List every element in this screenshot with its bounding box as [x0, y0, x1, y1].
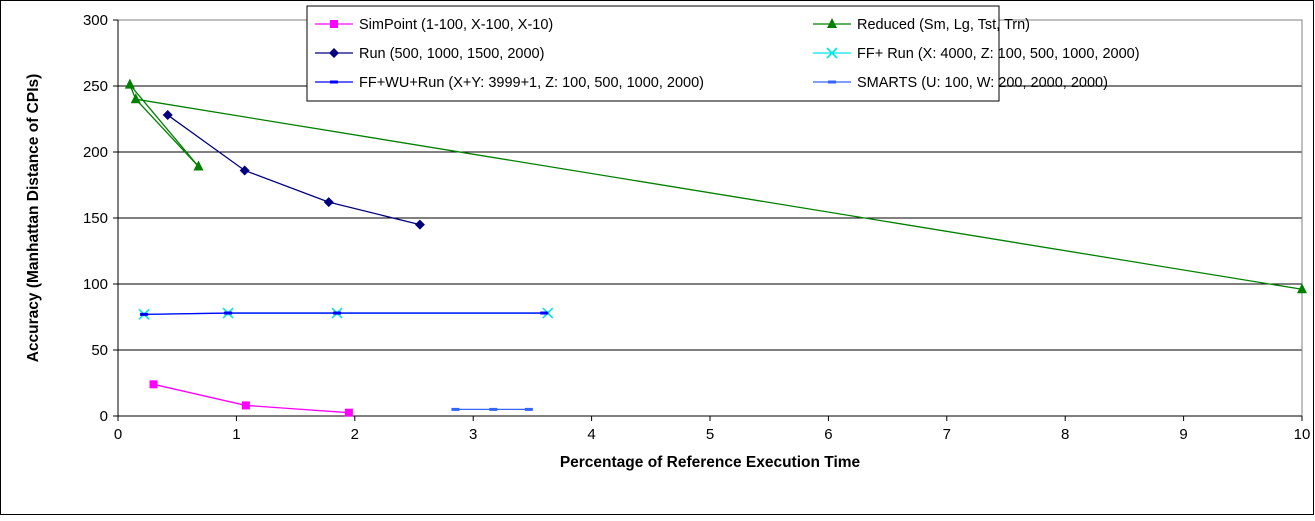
series-4	[140, 311, 549, 316]
x-tick-label-1: 1	[232, 426, 240, 443]
x-tick-label-0: 0	[114, 426, 122, 443]
series-5	[451, 407, 533, 411]
series-0-point-1	[241, 401, 250, 410]
legend-label-5: SMARTS (U: 100, W: 200, 2000, 2000)	[857, 75, 1108, 91]
series-1-segment-1	[135, 98, 199, 167]
y-tick-label-100: 100	[83, 276, 108, 293]
legend-label-2: Run (500, 1000, 1500, 2000)	[359, 46, 544, 62]
x-tick-label-7: 7	[943, 426, 951, 443]
x-tick-label-8: 8	[1061, 426, 1069, 443]
y-tick-label-300: 300	[83, 12, 108, 29]
y-tick-label-0: 0	[100, 408, 108, 425]
x-tick-label-4: 4	[587, 426, 595, 443]
legend-label-3: FF+ Run (X: 4000, Z: 100, 500, 1000, 200…	[857, 46, 1140, 62]
legend-entry-2: Run (500, 1000, 1500, 2000)	[315, 46, 544, 62]
legend-swatch-marker-3	[826, 47, 838, 59]
series-4-point-2	[333, 311, 342, 315]
series-1-segment-3	[135, 98, 1303, 290]
legend-label-1: Reduced (Sm, Lg, Tst, Trn)	[857, 17, 1030, 33]
legend-swatch-marker-5	[828, 80, 836, 84]
legend-swatch-marker-0	[330, 20, 338, 28]
series-0-point-2	[344, 408, 353, 417]
series-2-point-0	[162, 110, 173, 121]
y-axis-title: Accuracy (Manhattan Distance of CPIs)	[25, 74, 42, 363]
axes	[113, 19, 1303, 421]
legend-swatch-marker-4	[330, 80, 338, 84]
series-2-point-3	[414, 219, 425, 230]
series-1-point-2	[193, 160, 204, 171]
x-tick-label-6: 6	[824, 426, 832, 443]
legend-entry-5: SMARTS (U: 100, W: 200, 2000, 2000)	[813, 75, 1108, 91]
series-5-point-1	[489, 407, 498, 411]
legend-swatch-marker-2	[329, 48, 339, 58]
y-tick-label-150: 150	[83, 210, 108, 227]
legend-label-0: SimPoint (1-100, X-100, X-10)	[359, 17, 553, 33]
tick-labels: 0 50 100 150 200 250 300 0 1 2 3 4 5 6 7 8 9 10	[83, 12, 1310, 443]
series-2-point-2	[323, 197, 334, 208]
series-1-point-0	[124, 78, 135, 89]
y-tick-label-50: 50	[91, 342, 108, 359]
series-4-point-1	[224, 311, 233, 315]
series-4-line	[144, 312, 545, 316]
x-tick-label-3: 3	[469, 426, 477, 443]
series-4-point-0	[140, 312, 149, 316]
legend-box	[306, 5, 1000, 102]
legend-entry-1: Reduced (Sm, Lg, Tst, Trn)	[813, 17, 1030, 33]
series-2	[162, 110, 425, 230]
legend-entry-4: FF+WU+Run (X+Y: 3999+1, Z: 100, 500, 100…	[315, 75, 704, 91]
series-4-point-3	[540, 311, 549, 315]
legend-entry-0: SimPoint (1-100, X-100, X-10)	[315, 17, 553, 33]
legend: SimPoint (1-100, X-100, X-10) Reduced (Sm…	[306, 5, 1140, 102]
series-layer	[124, 78, 1307, 417]
series-1	[124, 78, 1307, 294]
x-tick-label-10: 10	[1294, 426, 1311, 443]
y-tick-label-200: 200	[83, 144, 108, 161]
series-1-point-1	[130, 93, 141, 104]
legend-entry-3: FF+ Run (X: 4000, Z: 100, 500, 1000, 200…	[813, 46, 1140, 62]
series-5-point-0	[451, 407, 460, 411]
series-2-point-1	[239, 165, 250, 176]
series-0	[149, 380, 353, 417]
series-1-point-3	[1297, 283, 1307, 294]
x-tick-label-5: 5	[706, 426, 714, 443]
series-1-segment-2	[129, 84, 200, 167]
series-5-point-2	[524, 407, 533, 411]
x-tick-label-9: 9	[1179, 426, 1187, 443]
legend-label-4: FF+WU+Run (X+Y: 3999+1, Z: 100, 500, 100…	[359, 75, 704, 91]
series-2-line	[167, 114, 421, 226]
legend-swatch-marker-1	[827, 18, 837, 28]
x-tick-label-2: 2	[351, 426, 359, 443]
y-tick-label-250: 250	[83, 78, 108, 95]
series-0-point-0	[149, 380, 158, 389]
x-axis-title: Percentage of Reference Execution Time	[560, 454, 861, 471]
